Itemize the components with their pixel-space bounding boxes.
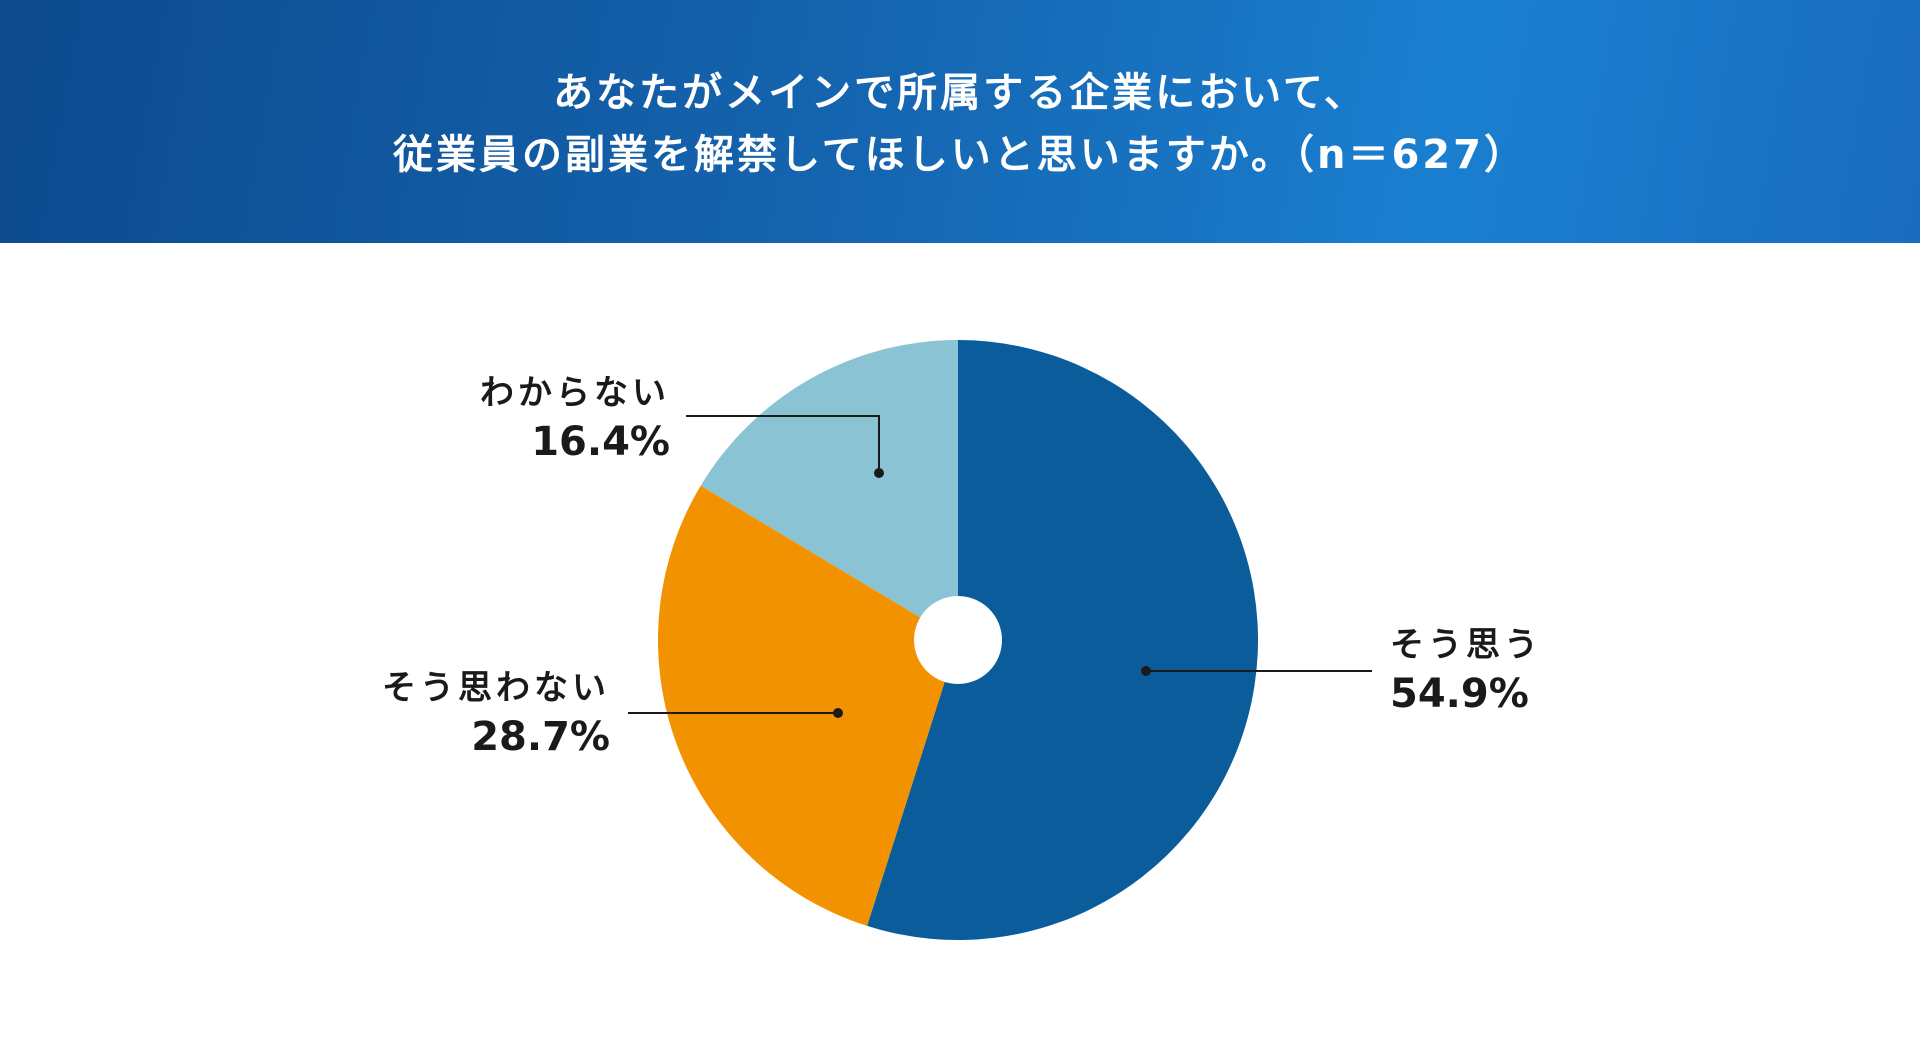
header-banner xyxy=(0,0,1920,243)
slice-label-unknown-value: 16.4% xyxy=(531,419,670,465)
chart-title: あなたがメインで所属する企業において、 従業員の副業を解禁してほしいと思いますか… xyxy=(0,62,1920,186)
pie-slice-no xyxy=(657,485,958,926)
pie-slice-yes xyxy=(867,340,1258,940)
slice-label-unknown: わからない 16.4% xyxy=(460,370,670,468)
chart-title-line-1: あなたがメインで所属する企業において、 xyxy=(553,70,1367,116)
slice-label-yes-value: 54.9% xyxy=(1390,671,1529,717)
slice-label-no: そう思わない 28.7% xyxy=(375,665,610,763)
slice-label-unknown-name: わからない xyxy=(480,373,670,413)
donut-hole xyxy=(914,596,1002,684)
slice-label-yes-name: そう思う xyxy=(1390,625,1542,665)
slice-label-no-name: そう思わない xyxy=(382,668,610,708)
leader-lines xyxy=(628,415,1372,718)
chart-title-line-2: 従業員の副業を解禁してほしいと思いますか。（n＝627） xyxy=(393,132,1527,178)
slice-label-yes: そう思う 54.9% xyxy=(1390,622,1542,720)
leader-line-unknown xyxy=(686,415,880,473)
slice-label-no-value: 28.7% xyxy=(471,714,610,760)
